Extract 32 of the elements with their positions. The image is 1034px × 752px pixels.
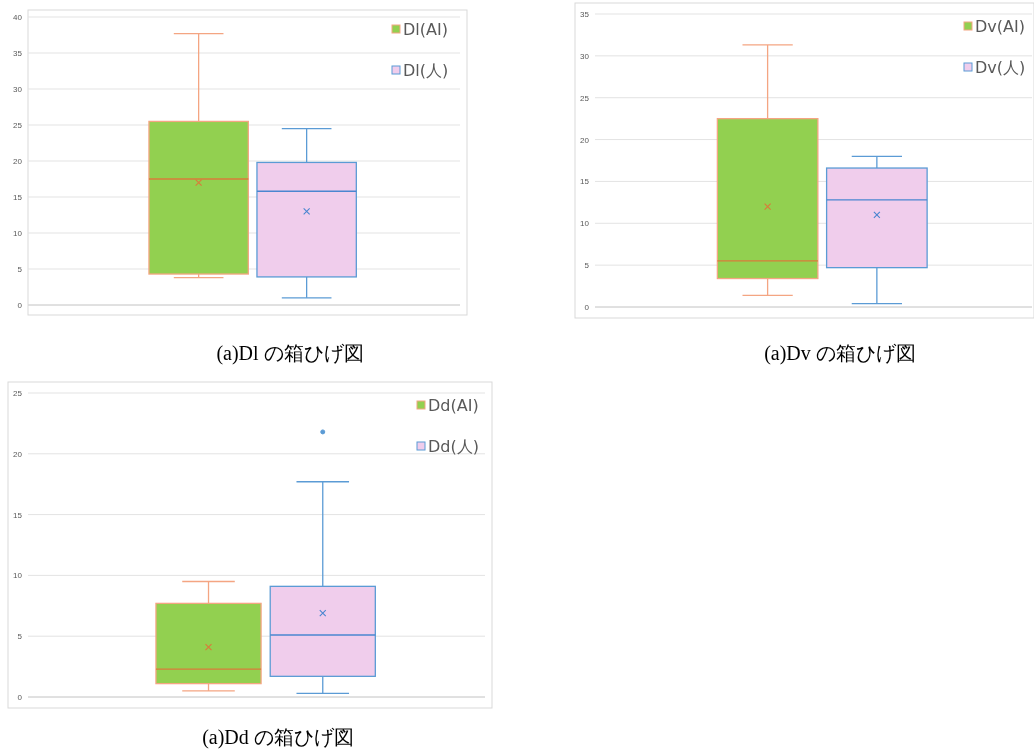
y-tick-label: 10	[13, 229, 23, 238]
y-tick-label: 20	[580, 135, 590, 145]
legend-label: Dl(人)	[403, 61, 449, 80]
legend-label: Dl(AI)	[403, 20, 448, 39]
y-tick-label: 35	[580, 10, 590, 19]
y-tick-label: 25	[13, 121, 23, 130]
y-tick-label: 5	[17, 265, 23, 274]
y-tick-label: 20	[13, 449, 23, 459]
y-tick-label: 10	[580, 219, 590, 229]
y-tick-label: 30	[580, 51, 590, 61]
y-tick-label: 15	[13, 510, 23, 520]
legend-label: Dv(人)	[975, 58, 1026, 77]
y-tick-label: 5	[17, 632, 23, 642]
y-tick-label: 20	[13, 157, 23, 166]
text: (a)Dd の箱ひげ図	[202, 726, 354, 749]
y-tick-label: 10	[13, 571, 23, 581]
text: (a)Dl の箱ひげ図	[216, 342, 364, 365]
legend-label: Dv(AI)	[975, 17, 1025, 36]
text: (a)Dv の箱ひげ図	[764, 342, 916, 365]
y-tick-label: 35	[13, 49, 23, 58]
legend-label: Dd(AI)	[428, 396, 479, 415]
y-tick-label: 0	[584, 303, 590, 312]
y-tick-label: 25	[580, 93, 590, 103]
y-tick-label: 25	[13, 389, 23, 398]
y-tick-label: 40	[13, 13, 23, 22]
y-tick-label: 30	[13, 85, 23, 94]
y-tick-label: 0	[17, 693, 23, 702]
y-tick-label: 15	[13, 193, 23, 202]
y-tick-label: 15	[580, 177, 590, 187]
y-tick-label: 5	[584, 261, 590, 271]
y-tick-label: 0	[17, 301, 23, 310]
legend-label: Dd(人)	[428, 437, 479, 456]
